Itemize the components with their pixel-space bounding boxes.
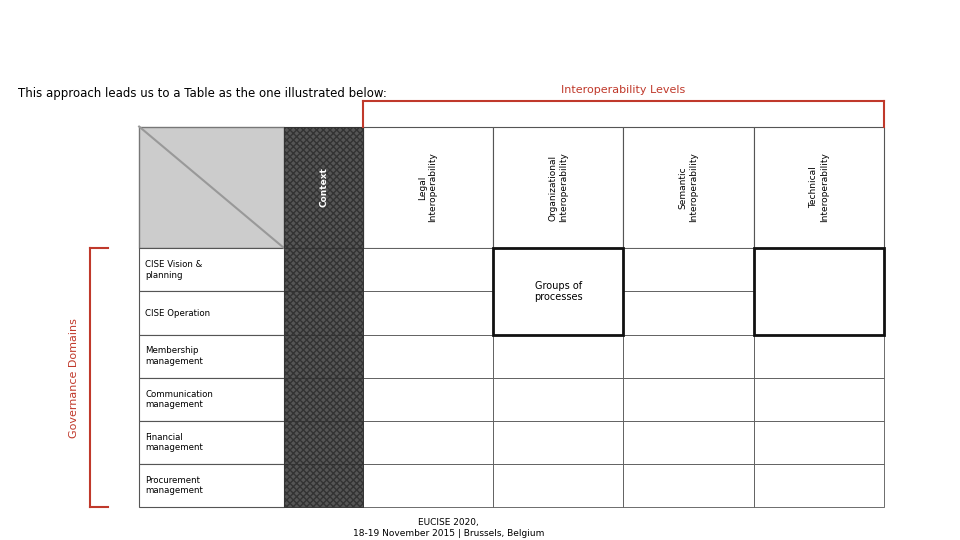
Bar: [284, 292, 363, 335]
Text: Methodological Framework (CISE Governance process table): Methodological Framework (CISE Governanc…: [11, 25, 742, 45]
Bar: [139, 126, 284, 248]
Bar: [284, 248, 363, 292]
Text: Interoperability Levels: Interoperability Levels: [562, 85, 685, 95]
Text: CISE Operation: CISE Operation: [145, 308, 210, 318]
Bar: [139, 335, 284, 378]
Bar: [139, 421, 284, 464]
Bar: [493, 126, 623, 248]
Text: Communication
management: Communication management: [145, 389, 213, 409]
Bar: [623, 464, 754, 507]
Bar: [754, 421, 884, 464]
Bar: [623, 292, 754, 335]
Bar: [284, 335, 363, 378]
Bar: [493, 335, 623, 378]
Text: Procurement
management: Procurement management: [145, 476, 204, 495]
Bar: [139, 378, 284, 421]
Bar: [284, 292, 363, 335]
Bar: [623, 248, 754, 292]
Bar: [493, 378, 623, 421]
Text: Context: Context: [319, 167, 328, 207]
Bar: [139, 248, 284, 292]
Bar: [363, 464, 493, 507]
Text: Financial
management: Financial management: [145, 433, 204, 452]
Bar: [284, 421, 363, 464]
Bar: [754, 248, 884, 292]
Bar: [623, 335, 754, 378]
Bar: [363, 421, 493, 464]
Bar: [754, 248, 884, 335]
Bar: [284, 464, 363, 507]
Bar: [139, 464, 284, 507]
Text: Semantic
Interoperability: Semantic Interoperability: [679, 152, 698, 222]
Bar: [754, 335, 884, 378]
Bar: [754, 464, 884, 507]
Text: This approach leads us to a Table as the one illustrated below:: This approach leads us to a Table as the…: [18, 86, 387, 100]
Bar: [363, 335, 493, 378]
Bar: [493, 248, 623, 335]
Bar: [623, 126, 754, 248]
Bar: [363, 248, 493, 292]
Bar: [493, 421, 623, 464]
Bar: [284, 464, 363, 507]
Bar: [284, 248, 363, 292]
Text: Governance Domains: Governance Domains: [69, 318, 79, 437]
Text: Legal
Interoperability: Legal Interoperability: [419, 152, 438, 222]
Text: Groups of
processes: Groups of processes: [534, 281, 583, 302]
Bar: [284, 378, 363, 421]
Text: Membership
management: Membership management: [145, 347, 204, 366]
Text: EUCISE 2020,
18-19 November 2015 | Brussels, Belgium: EUCISE 2020, 18-19 November 2015 | Bruss…: [353, 518, 544, 538]
Bar: [284, 421, 363, 464]
Bar: [363, 378, 493, 421]
Bar: [493, 464, 623, 507]
Bar: [284, 335, 363, 378]
Bar: [284, 126, 363, 248]
Bar: [493, 292, 623, 335]
Text: Technical
Interoperability: Technical Interoperability: [809, 152, 828, 222]
Bar: [754, 126, 884, 248]
Bar: [139, 292, 284, 335]
Bar: [493, 248, 623, 292]
Bar: [363, 292, 493, 335]
Bar: [284, 126, 363, 248]
Bar: [623, 378, 754, 421]
Bar: [284, 378, 363, 421]
Bar: [363, 126, 493, 248]
Text: METHODOLOGICAL FRAMEWORK (CISE GOVERNANCE PROCESS TABLE): METHODOLOGICAL FRAMEWORK (CISE GOVERNANC…: [924, 106, 933, 434]
Text: Organizational
Interoperability: Organizational Interoperability: [548, 152, 568, 222]
Bar: [623, 421, 754, 464]
Bar: [754, 292, 884, 335]
Bar: [754, 378, 884, 421]
Text: CISE Vision &
planning: CISE Vision & planning: [145, 260, 203, 280]
